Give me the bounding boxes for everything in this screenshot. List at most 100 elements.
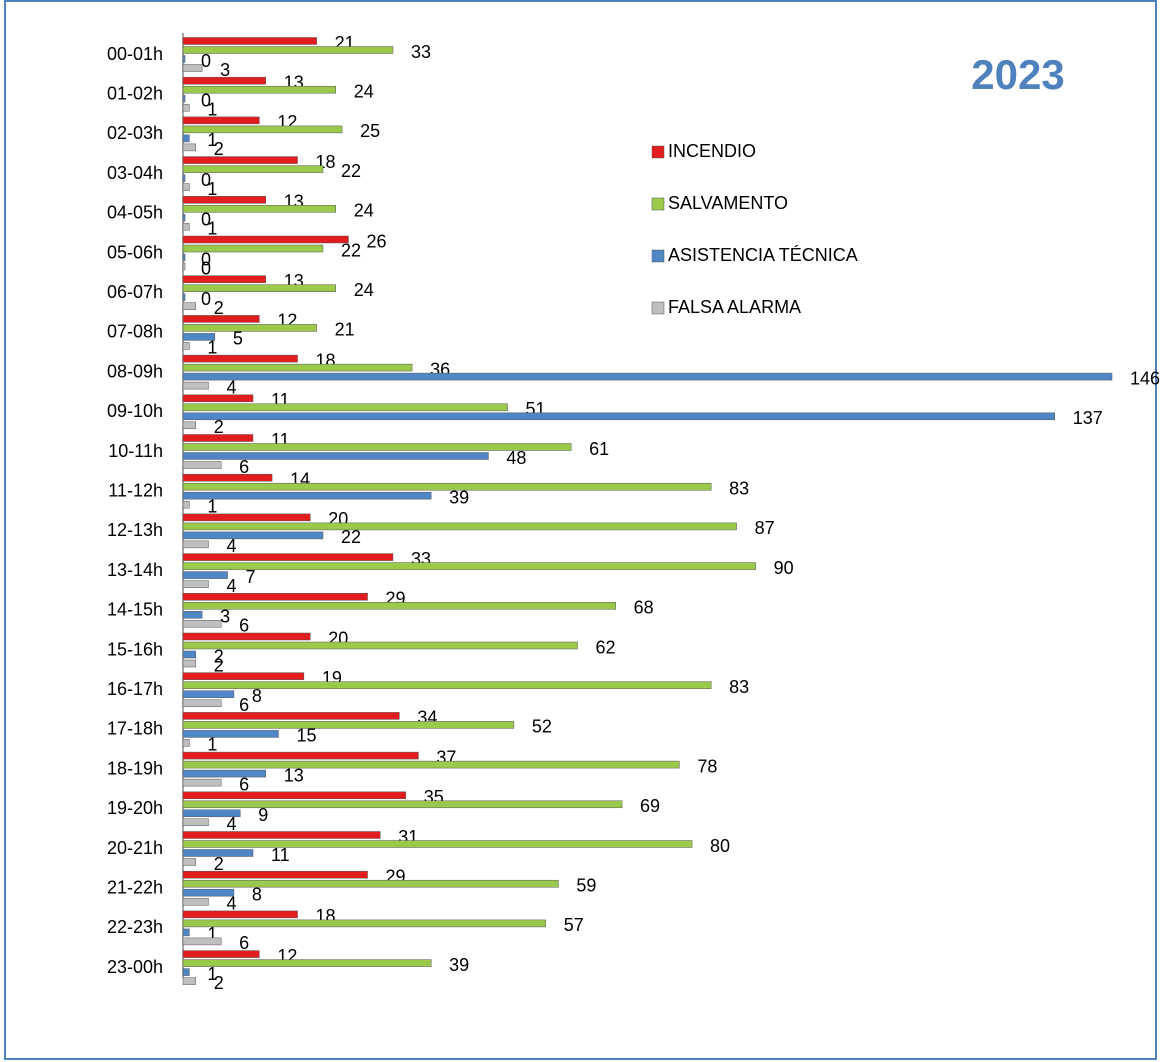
legend-swatch (651, 145, 665, 159)
data-label: 83 (729, 478, 749, 498)
bar (182, 94, 186, 103)
bar (182, 244, 324, 253)
bar (182, 513, 311, 522)
legend-swatch (651, 301, 665, 315)
data-label: 8 (252, 686, 262, 706)
data-label: 24 (354, 81, 374, 101)
bar (182, 205, 336, 213)
y-tick-label: 02-03h (107, 123, 163, 143)
bar (182, 611, 203, 619)
bar (182, 919, 546, 928)
bar (182, 434, 254, 442)
bar (182, 950, 260, 958)
bar (182, 372, 1113, 381)
bar (182, 253, 186, 262)
bar (182, 760, 680, 769)
bar (182, 165, 324, 173)
bar (182, 37, 317, 45)
data-label: 22 (341, 527, 361, 547)
bar (182, 531, 324, 540)
bar (182, 681, 712, 689)
bar (182, 800, 623, 809)
data-label: 2 (214, 655, 224, 675)
bar (182, 491, 432, 500)
data-label: 21 (335, 320, 355, 340)
bar (182, 650, 196, 659)
y-tick-label: 03-04h (107, 163, 163, 183)
data-label: 6 (239, 457, 249, 477)
bar (182, 235, 349, 244)
data-label: 8 (252, 884, 262, 904)
data-label: 2 (214, 854, 224, 874)
y-tick-label: 22-23h (107, 917, 163, 937)
bar (182, 421, 196, 430)
bar (182, 64, 203, 72)
bar (182, 977, 196, 985)
data-label: 6 (239, 933, 249, 953)
data-label: 11 (271, 845, 290, 865)
bar (182, 293, 186, 301)
bar (182, 937, 222, 946)
bar (182, 76, 266, 85)
data-label: 62 (596, 637, 616, 657)
data-label: 2 (214, 298, 224, 318)
bar (182, 103, 190, 112)
bar (182, 791, 406, 800)
data-label: 26 (366, 231, 386, 251)
bar (182, 55, 186, 63)
data-label: 1 (207, 338, 217, 358)
bar (182, 412, 1055, 421)
data-label: 9 (258, 805, 268, 825)
bar (182, 769, 266, 778)
y-tick-label: 18-19h (107, 758, 163, 778)
data-label: 52 (532, 717, 552, 737)
bar (182, 196, 266, 204)
data-label: 0 (201, 258, 211, 278)
y-tick-label: 00-01h (107, 44, 163, 64)
bar (182, 363, 413, 372)
data-label: 6 (239, 616, 249, 636)
data-label: 69 (640, 796, 660, 816)
y-tick-label: 14-15h (107, 600, 163, 620)
data-label: 3 (220, 60, 230, 80)
data-label: 2 (214, 973, 224, 993)
bar (182, 85, 336, 94)
y-tick-label: 17-18h (107, 719, 163, 739)
bar (182, 540, 209, 549)
y-tick-label: 16-17h (107, 679, 163, 699)
legend-label: INCENDIO (668, 141, 756, 161)
data-label: 0 (201, 90, 211, 110)
bar (182, 712, 400, 720)
bar (182, 730, 279, 738)
data-label: 48 (506, 448, 526, 468)
bar (182, 452, 489, 460)
data-label: 3 (220, 607, 230, 627)
bar (182, 134, 190, 143)
bar (182, 849, 254, 857)
data-label: 1 (207, 496, 217, 516)
data-label: 4 (226, 536, 236, 556)
bar (182, 580, 209, 588)
y-tick-label: 08-09h (107, 361, 163, 381)
data-label: 24 (354, 201, 374, 221)
data-label: 1 (207, 924, 217, 944)
legend-swatch (651, 249, 665, 263)
bar (182, 275, 266, 283)
data-label: 7 (246, 567, 256, 587)
data-label: 2 (214, 139, 224, 159)
y-tick-label: 06-07h (107, 282, 163, 302)
data-label: 22 (341, 240, 361, 260)
data-label: 4 (226, 576, 236, 596)
legend-label: FALSA ALARMA (668, 297, 801, 317)
data-label: 59 (576, 875, 596, 895)
y-tick-label: 07-08h (107, 322, 163, 342)
bar (182, 522, 737, 531)
data-label: 4 (226, 893, 236, 913)
bar (182, 482, 712, 491)
data-label: 0 (201, 289, 211, 309)
y-tick-label: 23-00h (107, 957, 163, 977)
y-tick-label: 13-14h (107, 560, 163, 580)
data-label: 1 (207, 130, 217, 150)
data-label: 0 (201, 170, 211, 190)
